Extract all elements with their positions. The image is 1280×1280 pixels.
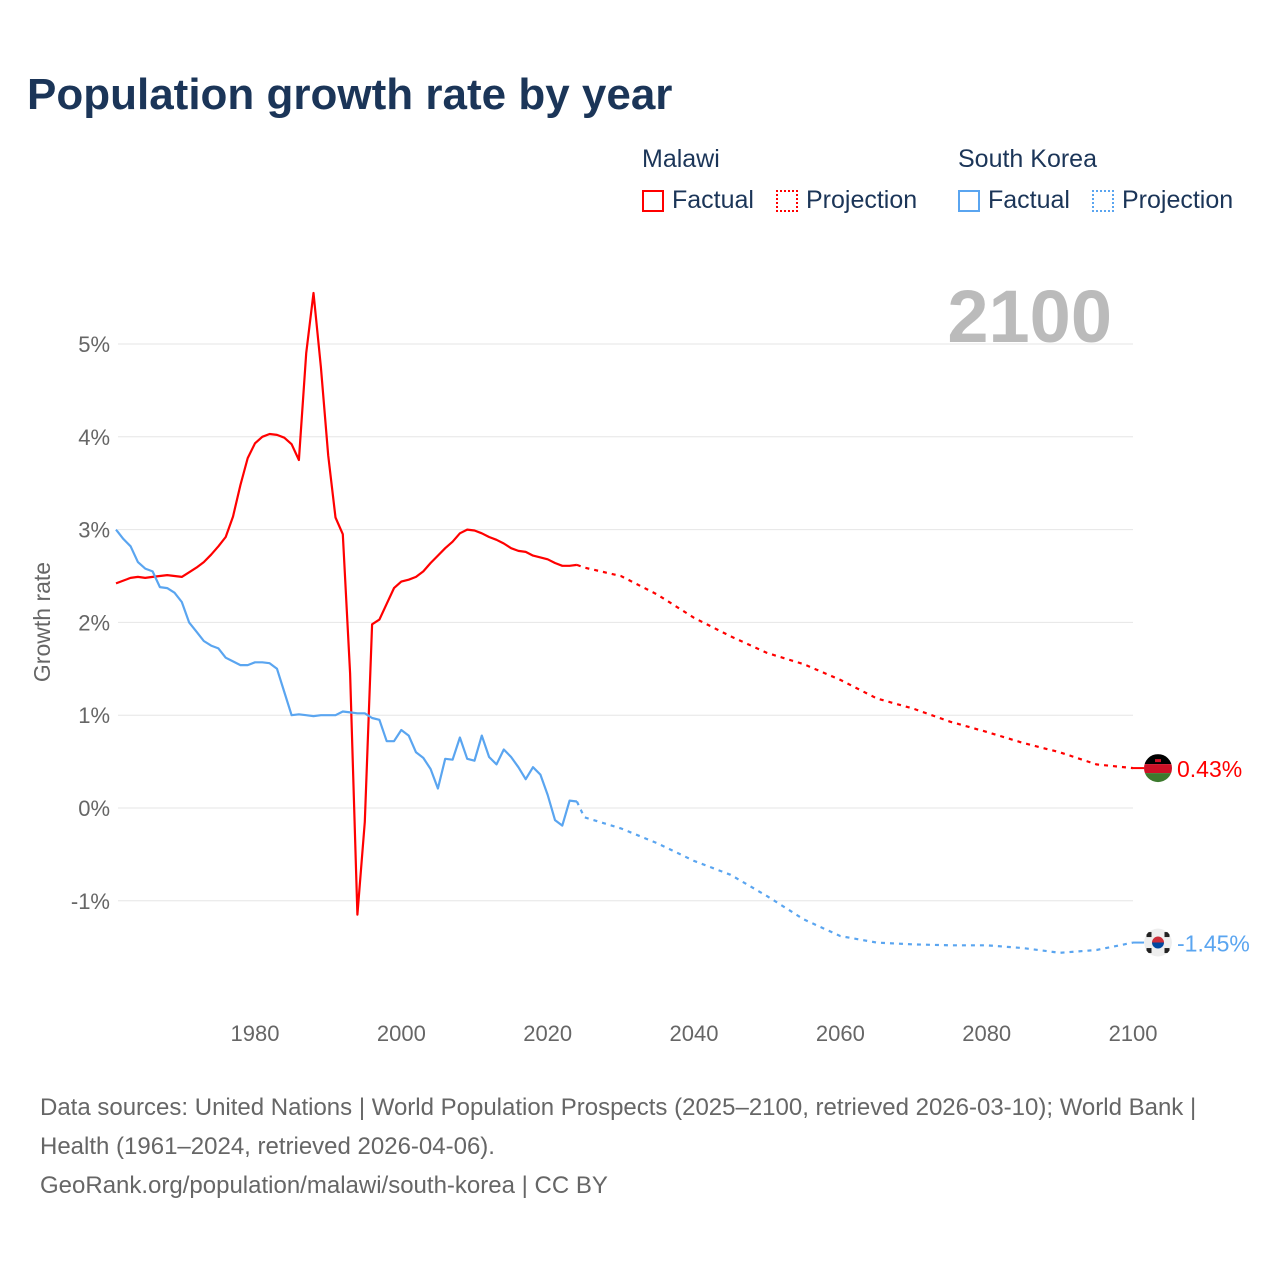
malawi-flag-icon — [1144, 754, 1172, 783]
legend-malawi-factual[interactable]: Factual — [642, 186, 754, 215]
legend-korea-factual[interactable]: Factual — [958, 186, 1070, 215]
flag-sun — [1155, 759, 1161, 763]
flag-stripe-red — [1144, 764, 1172, 774]
south-korea-flag-icon — [1144, 928, 1172, 957]
x-tick-label: 2080 — [962, 1021, 1011, 1046]
malawi-factual-line — [115, 291, 578, 916]
taeguk-blue — [1152, 942, 1164, 949]
y-tick-label: 4% — [78, 425, 110, 450]
footer: Data sources: United Nations | World Pop… — [40, 1088, 1240, 1205]
flag-body — [1144, 754, 1172, 783]
x-tick-label: 1980 — [231, 1021, 280, 1046]
legend-group-malawi: Malawi — [642, 145, 720, 173]
legend-korea-projection[interactable]: Projection — [1092, 186, 1233, 215]
trigram — [1146, 948, 1152, 954]
malawi-projection-line — [576, 563, 1134, 770]
legend-swatch-dotted — [1092, 189, 1114, 212]
x-tick-label: 2000 — [377, 1021, 426, 1046]
y-axis-label: Growth rate — [29, 562, 55, 682]
trigram — [1146, 932, 1152, 938]
x-tick-label: 2100 — [1109, 1021, 1158, 1046]
x-tick-label: 2020 — [523, 1021, 572, 1046]
y-tick-label: -1% — [71, 889, 110, 914]
y-tick-label: 1% — [78, 703, 110, 728]
legend-swatch-dotted — [776, 189, 798, 212]
chart-title: Population growth rate by year — [27, 70, 673, 119]
legend-label: Factual — [988, 186, 1070, 214]
trigram — [1164, 932, 1170, 938]
legend-swatch-solid — [642, 189, 664, 212]
south-korea-projection-line — [575, 801, 1134, 954]
trigram — [1164, 948, 1170, 954]
legend-malawi-projection[interactable]: Projection — [776, 186, 917, 215]
x-tick-label: 2040 — [670, 1021, 719, 1046]
legend-label: Projection — [1122, 186, 1234, 214]
year-watermark: 2100 — [947, 275, 1112, 358]
footer-sources: Data sources: United Nations | World Pop… — [40, 1094, 1197, 1160]
y-tick-label: 3% — [78, 518, 110, 543]
legend-label: Projection — [806, 186, 918, 214]
y-tick-label: 5% — [78, 332, 110, 357]
end-value-label: 0.43% — [1177, 756, 1242, 782]
y-tick-label: 2% — [78, 610, 110, 635]
south-korea-factual-line — [115, 528, 578, 827]
flag-body — [1144, 928, 1172, 957]
flag-stripe-green — [1144, 773, 1172, 783]
legend-group-south-korea: South Korea — [958, 145, 1097, 173]
footer-credit[interactable]: GeoRank.org/population/malawi/south-kore… — [40, 1172, 608, 1199]
x-tick-label: 2060 — [816, 1021, 865, 1046]
end-value-label: -1.45% — [1177, 931, 1250, 957]
taeguk-red — [1152, 936, 1164, 943]
y-tick-label: 0% — [78, 796, 110, 821]
legend-swatch-solid — [958, 189, 980, 212]
legend-label: Factual — [672, 186, 754, 214]
